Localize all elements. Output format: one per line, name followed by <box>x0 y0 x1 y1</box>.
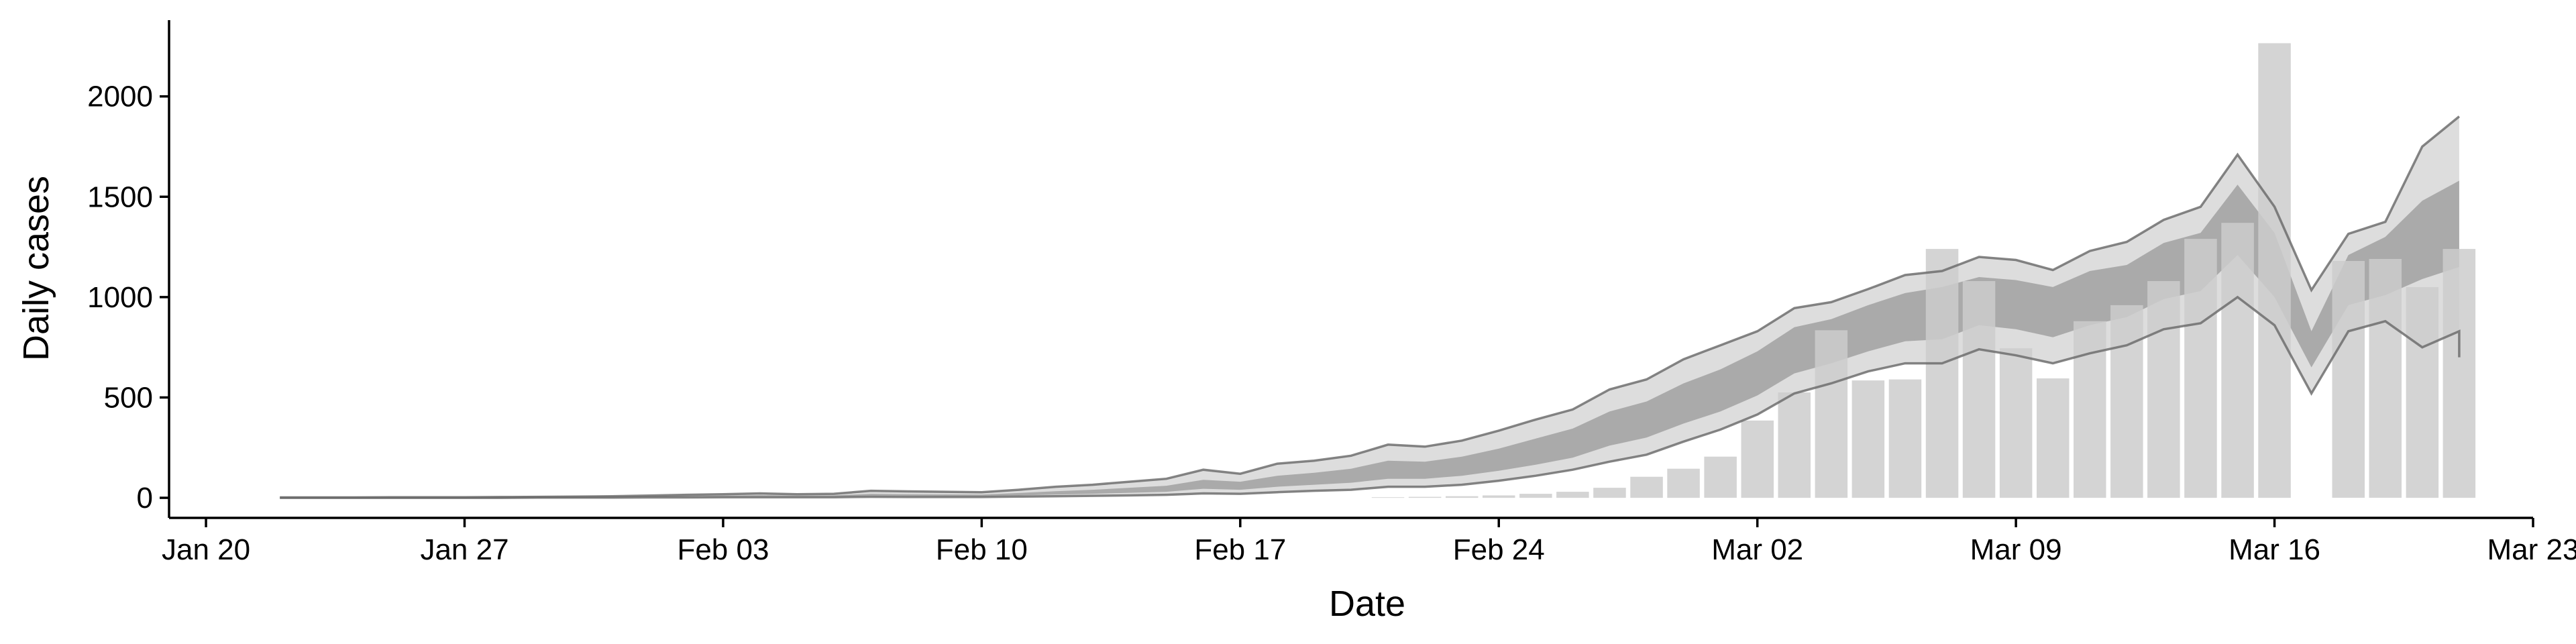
observed-bar <box>1371 497 1405 498</box>
band-50-area <box>280 180 2459 498</box>
observed-bars <box>1371 43 2476 498</box>
y-tick-label: 1000 <box>87 281 153 314</box>
observed-bar <box>2110 305 2143 498</box>
y-tick-label: 500 <box>104 381 153 414</box>
y-tick-label: 1500 <box>87 180 153 213</box>
observed-bar <box>1630 476 1663 498</box>
observed-bar <box>1593 488 1626 498</box>
observed-bar <box>1446 496 1479 498</box>
x-tick-label: Feb 24 <box>1453 533 1545 566</box>
estimate-bound-lines <box>280 115 2461 499</box>
observed-bar <box>1888 379 1922 498</box>
observed-bar <box>2037 378 2070 498</box>
observed-bar <box>1408 496 1442 498</box>
axes: 0 500 1000 1500 2000 Jan 20 Jan 27 Feb 03 Feb 10… <box>87 20 2576 566</box>
observed-bar <box>1962 281 1996 498</box>
x-tick-label: Mar 16 <box>2229 533 2320 566</box>
x-tick-label: Mar 02 <box>1711 533 1803 566</box>
observed-bar <box>1925 249 1959 498</box>
observed-bar <box>1999 348 2033 498</box>
x-axis-title: Date <box>1329 584 1405 624</box>
observed-bar <box>2406 286 2439 498</box>
observed-bar <box>2221 223 2254 498</box>
x-tick-label: Feb 03 <box>677 533 769 566</box>
observed-bar <box>2369 259 2402 498</box>
x-tick-label: Feb 10 <box>936 533 1028 566</box>
observed-bar <box>2147 281 2180 498</box>
observed-bar <box>2184 239 2217 498</box>
observed-bar <box>1851 380 1885 498</box>
observed-bar <box>1778 392 1811 498</box>
observed-bar <box>1815 330 1848 498</box>
estimate-50-band <box>280 180 2459 498</box>
x-tick-label: Feb 17 <box>1194 533 1286 566</box>
x-tick-label: Mar 23 <box>2487 533 2576 566</box>
y-tick-label: 0 <box>137 482 153 515</box>
observed-bar <box>1667 468 1700 498</box>
x-tick-label: Jan 27 <box>420 533 508 566</box>
observed-bar <box>1483 495 1515 498</box>
observed-bar <box>1556 492 1589 498</box>
x-tick-label: Jan 20 <box>162 533 250 566</box>
upper-bound-line <box>280 115 2461 499</box>
y-tick-label: 2000 <box>87 80 153 113</box>
observed-bar <box>1704 456 1737 498</box>
observed-bar <box>2074 321 2106 498</box>
x-tick-label: Mar 09 <box>1970 533 2062 566</box>
observed-bar <box>2443 249 2476 498</box>
observed-bar <box>1741 420 1774 498</box>
y-axis-title: Daily cases <box>16 176 56 361</box>
observed-bar <box>1519 494 1552 498</box>
observed-bar <box>2258 43 2291 498</box>
lower-bound-line <box>280 295 2461 499</box>
observed-bar <box>2332 261 2365 498</box>
